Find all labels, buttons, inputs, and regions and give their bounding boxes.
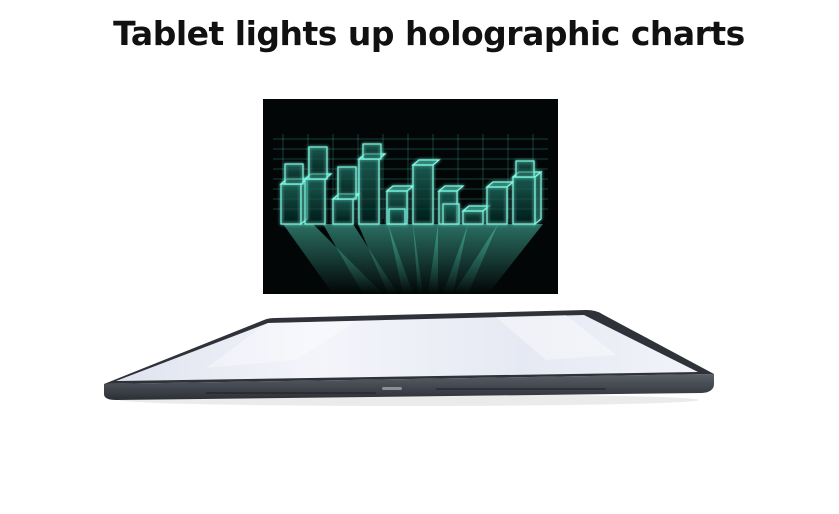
hologram-beams <box>283 224 543 294</box>
holographic-chart-image <box>263 99 558 294</box>
hologram-bar <box>362 143 382 160</box>
tablet-speaker-grille <box>206 388 606 394</box>
hologram-bar <box>461 205 491 225</box>
hologram-bar <box>511 170 543 226</box>
hologram-bar <box>337 166 357 200</box>
page-title: Tablet lights up holographic charts <box>113 14 745 53</box>
hologram-bar <box>411 159 441 225</box>
tablet-screen <box>116 315 698 381</box>
hologram-bar <box>515 160 535 178</box>
hologram-bar <box>485 181 515 225</box>
hologram-bar <box>308 146 328 180</box>
tablet-image <box>96 300 722 410</box>
tablet-port <box>382 387 402 390</box>
hologram-bar <box>284 163 304 185</box>
hologram-bar <box>279 177 309 226</box>
hologram-bar <box>442 203 460 225</box>
hologram-bar <box>388 208 406 225</box>
